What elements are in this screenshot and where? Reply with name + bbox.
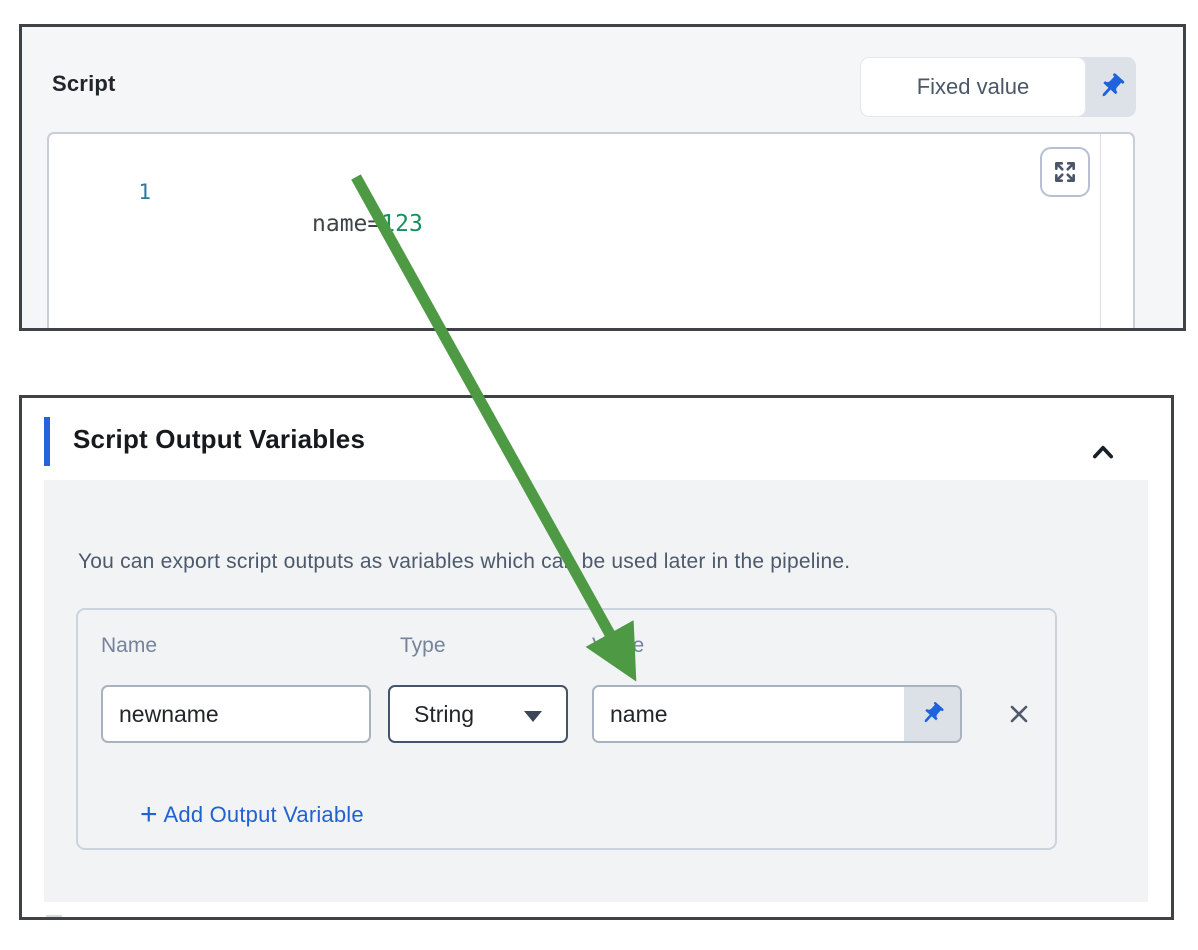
script-code-editor[interactable]: 1 name=123 (47, 132, 1135, 328)
fullscreen-editor-button[interactable] (1040, 147, 1090, 197)
pin-toggle-button[interactable] (1086, 57, 1136, 117)
code-line-1: 1 name=123 (49, 144, 1133, 237)
close-icon (1007, 702, 1031, 726)
script-panel: Script Fixed value 1 name=123 (19, 24, 1186, 331)
name-column-label: Name (101, 634, 158, 657)
delete-variable-button[interactable] (1006, 701, 1032, 727)
next-section-sliver (46, 915, 62, 917)
output-variables-description: You can export script outputs as variabl… (78, 550, 851, 573)
section-accent-bar (44, 417, 50, 466)
output-variable-row: Name Type Value String (76, 608, 1057, 850)
script-field-label: Script (52, 71, 116, 96)
chevron-up-icon (1089, 439, 1117, 467)
selected-type: String (414, 700, 475, 727)
script-output-variables-panel: Script Output Variables You can export s… (19, 395, 1174, 920)
expand-icon (1052, 159, 1078, 185)
value-pin-toggle[interactable] (904, 687, 960, 741)
plus-icon: + (140, 798, 158, 831)
code-text: name=123 (312, 211, 423, 237)
editor-scrollbar-divider (1100, 134, 1101, 328)
variable-name-input[interactable] (101, 685, 371, 743)
add-output-variable-button[interactable]: + Add Output Variable (140, 800, 364, 830)
variable-value-input[interactable] (594, 687, 904, 741)
pin-icon (1095, 71, 1127, 103)
code-number-literal: 123 (381, 211, 423, 237)
fixed-value-button[interactable]: Fixed value (860, 57, 1086, 117)
section-title: Script Output Variables (73, 424, 366, 454)
variable-value-field (592, 685, 962, 743)
line-number: 1 (138, 180, 151, 204)
variable-type-select[interactable]: String (388, 685, 568, 743)
pin-icon (918, 700, 946, 728)
output-variables-body: You can export script outputs as variabl… (44, 480, 1148, 902)
type-column-label: Type (400, 634, 446, 657)
add-output-variable-label: Add Output Variable (163, 802, 364, 827)
value-column-label: Value (592, 634, 645, 657)
collapse-section-button[interactable] (1088, 438, 1118, 468)
input-type-selector: Fixed value (860, 57, 1136, 117)
dropdown-caret-icon (524, 711, 542, 722)
